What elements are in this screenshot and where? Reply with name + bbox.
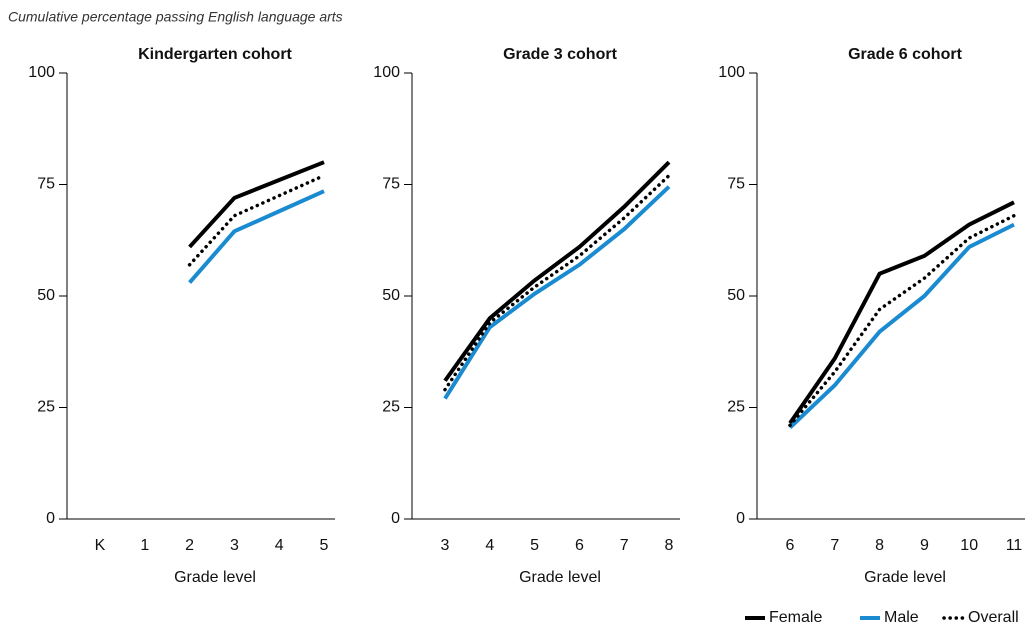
legend-label: Male (884, 609, 919, 626)
y-tick-label: 100 (718, 64, 745, 81)
x-tick-label: 5 (530, 537, 539, 554)
y-tick-label: 100 (28, 64, 55, 81)
panel-title: Kindergarten cohort (138, 46, 292, 63)
x-tick-label: K (95, 537, 106, 554)
y-tick-label: 0 (736, 510, 745, 527)
legend-label: Female (769, 609, 822, 626)
y-tick-label: 75 (382, 176, 400, 193)
line-series (187, 173, 326, 267)
x-axis-label: Grade level (519, 569, 601, 586)
line-series (788, 200, 1015, 425)
x-tick-label: 6 (575, 537, 584, 554)
panel-title: Grade 3 cohort (503, 46, 617, 63)
x-tick-label: 2 (185, 537, 194, 554)
x-tick-label: 7 (620, 537, 629, 554)
y-tick-label: 50 (727, 287, 745, 304)
x-tick-label: 3 (230, 537, 239, 554)
y-tick-label: 25 (727, 399, 745, 416)
x-tick-label: 11 (1006, 537, 1023, 554)
y-tick-label: 25 (382, 399, 400, 416)
chart-subtitle: Cumulative percentage passing English la… (8, 9, 343, 25)
y-tick-label: 75 (37, 176, 55, 193)
line-series (443, 173, 671, 392)
line-series (443, 185, 671, 400)
x-tick-label: 8 (875, 537, 884, 554)
line-series (443, 160, 671, 382)
y-tick-label: 0 (46, 510, 55, 527)
line-series (188, 189, 325, 284)
x-tick-label: 3 (441, 537, 450, 554)
x-tick-label: 4 (275, 537, 284, 554)
x-tick-label: 7 (830, 537, 839, 554)
y-tick-label: 100 (373, 64, 400, 81)
x-tick-label: 1 (140, 537, 149, 554)
x-axis-label: Grade level (864, 569, 946, 586)
y-tick-label: 75 (727, 176, 745, 193)
x-tick-label: 6 (786, 537, 795, 554)
legend-label: Overall (968, 609, 1019, 626)
x-tick-label: 10 (960, 537, 978, 554)
x-tick-label: 9 (920, 537, 929, 554)
x-tick-label: 8 (665, 537, 674, 554)
x-axis-label: Grade level (174, 569, 256, 586)
line-series (788, 213, 1016, 428)
panel-title: Grade 6 cohort (848, 46, 962, 63)
line-series (788, 222, 1015, 430)
line-series (188, 160, 325, 249)
y-tick-label: 50 (37, 287, 55, 304)
x-tick-label: 4 (485, 537, 494, 554)
y-tick-label: 0 (391, 510, 400, 527)
x-tick-label: 5 (320, 537, 329, 554)
y-tick-label: 25 (37, 399, 55, 416)
y-tick-label: 50 (382, 287, 400, 304)
